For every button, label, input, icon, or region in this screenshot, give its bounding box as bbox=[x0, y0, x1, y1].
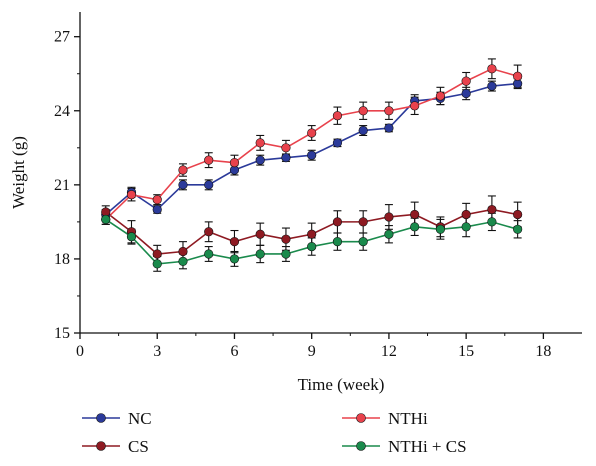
data-point bbox=[487, 217, 497, 227]
data-point bbox=[513, 224, 523, 234]
data-point bbox=[152, 204, 162, 215]
data-point bbox=[204, 227, 214, 237]
data-point bbox=[513, 71, 523, 81]
legend-label: NC bbox=[128, 409, 152, 428]
data-point bbox=[255, 229, 265, 239]
data-point bbox=[461, 209, 471, 220]
data-point bbox=[358, 237, 368, 247]
data-point bbox=[152, 259, 162, 269]
data-point bbox=[307, 229, 317, 239]
legend-marker bbox=[356, 413, 366, 423]
data-point bbox=[307, 150, 317, 160]
x-tick-label: 12 bbox=[381, 343, 397, 360]
legend-label: CS bbox=[128, 437, 149, 456]
data-point bbox=[410, 209, 420, 220]
data-point bbox=[410, 222, 420, 232]
data-point bbox=[126, 232, 137, 242]
data-point bbox=[435, 91, 446, 101]
data-point bbox=[178, 180, 188, 190]
data-point bbox=[152, 249, 162, 259]
data-point bbox=[126, 190, 137, 200]
data-point bbox=[178, 256, 188, 266]
data-point bbox=[513, 209, 523, 220]
data-point bbox=[307, 128, 317, 138]
data-point bbox=[461, 76, 471, 86]
legend-item: NTHi bbox=[342, 409, 428, 428]
x-tick-label: 9 bbox=[308, 343, 316, 360]
data-point bbox=[384, 106, 394, 116]
data-point bbox=[461, 222, 471, 232]
data-point bbox=[332, 111, 343, 121]
legend: NC CS NTHi NTHi + CS bbox=[82, 409, 467, 456]
data-point bbox=[178, 246, 188, 257]
data-point bbox=[281, 143, 291, 153]
data-point bbox=[461, 88, 471, 99]
legend-marker bbox=[96, 413, 106, 423]
data-point bbox=[101, 214, 111, 225]
axes: 15 18 21 24 27 0 3 6 9 12 15 18 bbox=[54, 12, 582, 360]
legend-label: NTHi + CS bbox=[388, 437, 467, 456]
data-point bbox=[384, 212, 394, 222]
data-point bbox=[229, 254, 240, 264]
y-tick-label: 27 bbox=[54, 29, 70, 46]
x-tick-label: 18 bbox=[535, 343, 551, 360]
legend-marker bbox=[356, 441, 366, 451]
data-point bbox=[332, 138, 343, 148]
data-point bbox=[487, 204, 497, 215]
data-point bbox=[307, 241, 317, 252]
series-line-0 bbox=[105, 82, 518, 216]
y-tick-label: 18 bbox=[54, 251, 70, 268]
legend-label: NTHi bbox=[388, 409, 428, 428]
data-point bbox=[435, 224, 446, 234]
data-point bbox=[410, 101, 420, 111]
data-point bbox=[281, 249, 291, 259]
y-tick-label: 24 bbox=[54, 103, 70, 120]
data-point bbox=[152, 195, 162, 205]
data-point bbox=[358, 106, 368, 116]
y-axis-label: Weight (g) bbox=[9, 136, 28, 209]
x-tick-label: 6 bbox=[230, 343, 238, 360]
data-point bbox=[384, 123, 394, 133]
series-line-2 bbox=[105, 67, 518, 220]
data-point bbox=[358, 217, 368, 227]
y-tick-label: 21 bbox=[54, 177, 70, 194]
legend-item: CS bbox=[82, 437, 149, 456]
data-point bbox=[358, 125, 368, 136]
x-tick-label: 3 bbox=[153, 343, 161, 360]
data-point bbox=[332, 237, 343, 247]
data-point bbox=[204, 155, 214, 165]
x-tick-label: 0 bbox=[76, 343, 84, 360]
data-point bbox=[229, 237, 240, 247]
data-point bbox=[384, 229, 394, 239]
data-point bbox=[255, 138, 265, 148]
y-tick-label: 15 bbox=[54, 325, 70, 342]
data-point bbox=[487, 64, 497, 74]
legend-marker bbox=[96, 441, 106, 451]
data-point bbox=[204, 180, 214, 190]
series-markers bbox=[101, 64, 523, 269]
data-point bbox=[332, 217, 343, 227]
data-point bbox=[204, 249, 214, 259]
legend-item: NTHi + CS bbox=[342, 437, 467, 456]
data-point bbox=[229, 158, 240, 168]
data-point bbox=[178, 165, 188, 175]
data-point bbox=[487, 81, 497, 91]
x-axis-label: Time (week) bbox=[298, 375, 385, 394]
legend-item: NC bbox=[82, 409, 152, 428]
x-tick-label: 15 bbox=[458, 343, 474, 360]
data-point bbox=[255, 155, 265, 165]
error-bars bbox=[101, 58, 522, 272]
data-point bbox=[281, 153, 291, 163]
data-point bbox=[255, 249, 265, 259]
data-point bbox=[281, 234, 291, 244]
